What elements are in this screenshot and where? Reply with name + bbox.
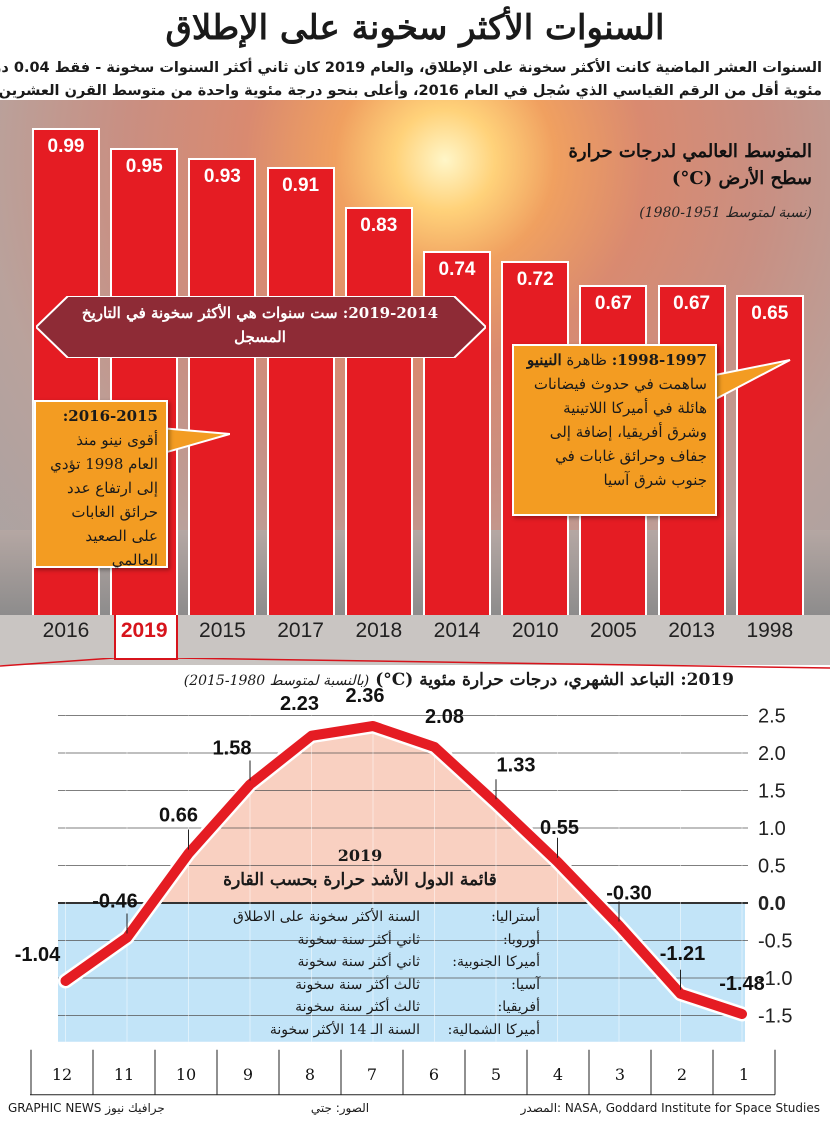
legend-note: (نسبة لمتوسط 1951-1980) xyxy=(639,205,812,221)
y-tick-label: -1.0 xyxy=(758,968,792,990)
bar-value-label: 0.93 xyxy=(203,165,241,187)
brand-credit: GRAPHIC NEWS جرافيك نيوز xyxy=(8,1101,165,1115)
banner-arrow xyxy=(36,296,486,358)
callout-right-mid: ظاهرة xyxy=(561,351,612,369)
subtitle-line-1: السنوات العشر الماضية كانت الأكثر سخونة … xyxy=(0,60,822,76)
series-line xyxy=(60,721,747,1019)
x-tick-label: 8 xyxy=(305,1065,315,1084)
x-tick-label: 6 xyxy=(429,1065,439,1084)
bar-category-label: 2013 xyxy=(668,619,715,642)
bar-category-label: 2014 xyxy=(433,619,481,642)
bar-value-label: 0.67 xyxy=(673,293,711,315)
callout-left: 2016-2015: أقوى نينو منذ العام 1998 تؤدي… xyxy=(34,400,168,569)
bar-category-label: 2016 xyxy=(42,619,90,642)
x-tick-label: 4 xyxy=(553,1065,563,1084)
data-label: 2.36 xyxy=(346,685,385,707)
data-label: -0.46 xyxy=(92,891,138,913)
line-chart-title-text: 2019: التباعد الشهري، درجات حرارة مئوية … xyxy=(375,670,734,690)
bar-category-label: 1998 xyxy=(746,619,794,642)
x-tick-label: 2 xyxy=(677,1065,687,1084)
cool-area xyxy=(58,903,745,1042)
bar-1998 xyxy=(735,295,804,615)
callout-right-title: 1998-1997: xyxy=(611,351,707,369)
bar-value-label: 0.65 xyxy=(751,303,789,325)
data-label: 1.33 xyxy=(497,754,536,776)
bar-category-label: 2019 xyxy=(120,619,168,642)
callout-left-body: أقوى نينو منذ العام 1998 تؤدي إلى ارتفاع… xyxy=(50,431,158,569)
data-label: 2.08 xyxy=(425,706,464,728)
data-label: -1.48 xyxy=(719,973,765,995)
subtitle-line-2: مئوية أقل من الرقم القياسي الذي سُجل في … xyxy=(0,83,822,99)
callout-right: 1998-1997: ظاهرة النينيو ساهمت في حدوث ف… xyxy=(512,344,717,516)
data-label: 1.58 xyxy=(213,738,252,760)
bar-value-label: 0.67 xyxy=(594,293,632,315)
source-credit: المصدر: NASA, Goddard Institute for Spac… xyxy=(520,1101,820,1115)
x-tick-label: 1 xyxy=(739,1065,749,1084)
legend-line-1: المتوسط العالمي لدرجات حرارة xyxy=(568,141,812,162)
x-tick-label: 5 xyxy=(491,1065,501,1084)
bar-category-label: 2010 xyxy=(511,619,559,642)
bar-category-label: 2017 xyxy=(277,619,324,642)
x-tick-label: 9 xyxy=(243,1065,253,1084)
bar-value-label: 0.91 xyxy=(282,175,320,197)
bar-value-label: 0.83 xyxy=(360,214,398,236)
y-tick-label: 0.0 xyxy=(758,893,786,915)
y-tick-label: -1.5 xyxy=(758,1006,792,1028)
data-label: -0.30 xyxy=(606,883,652,905)
bar-category-label: 2005 xyxy=(590,619,637,642)
banner-shape xyxy=(36,296,486,358)
page-title: السنوات الأكثر سخونة على الإطلاق xyxy=(165,8,665,48)
bar-2015 xyxy=(188,157,257,615)
data-label: -1.21 xyxy=(660,943,706,965)
bar-chart-legend: المتوسط العالمي لدرجات حرارة سطح الأرض (… xyxy=(512,138,812,192)
x-tick-label: 11 xyxy=(114,1065,134,1084)
bar-value-label: 0.74 xyxy=(438,258,476,280)
section-connector xyxy=(0,658,830,669)
y-tick-label: 1.5 xyxy=(758,781,786,803)
line-chart-title: 2019: التباعد الشهري، درجات حرارة مئوية … xyxy=(74,670,734,690)
legend-line-2: سطح الأرض (C°) xyxy=(671,168,812,189)
callout-left-pointer-shape xyxy=(160,426,230,456)
x-tick-label: 12 xyxy=(52,1065,72,1084)
data-label: 0.55 xyxy=(540,817,579,839)
banner-text: 2019-2014: ست سنوات هي الأكثر سخونة في ا… xyxy=(81,304,439,346)
x-tick-label: 10 xyxy=(176,1065,196,1084)
y-tick-label: 1.0 xyxy=(758,818,786,840)
bar-value-label: 0.72 xyxy=(516,268,554,290)
bar-2018 xyxy=(344,206,413,615)
y-tick-label: 2.0 xyxy=(758,743,786,765)
x-tick-label: 3 xyxy=(615,1065,625,1084)
bar-2017 xyxy=(266,167,335,615)
connector-line xyxy=(0,658,830,669)
bar-category-label: 2015 xyxy=(199,619,246,642)
bar-category-label: 2018 xyxy=(355,619,403,642)
callout-left-title: 2016-2015: xyxy=(62,407,158,425)
photo-credit: الصور: جتي xyxy=(310,1101,370,1115)
data-label: 0.66 xyxy=(159,805,198,827)
callout-right-body: ساهمت في حدوث فيضانات هائلة في أميركا ال… xyxy=(533,375,707,489)
line-chart-subtitle: (بالنسبة لمتوسط 1980-2015) xyxy=(183,673,370,689)
highlight-year-box xyxy=(114,612,178,660)
y-tick-label: 0.5 xyxy=(758,856,786,878)
callout-left-pointer xyxy=(160,426,230,456)
y-tick-label: -0.5 xyxy=(758,931,792,953)
x-tick-label: 7 xyxy=(367,1065,377,1084)
warm-area xyxy=(65,726,742,903)
line-chart: 2.5 2.0 1.5 1.0 0.5 0.0 -0.5 -1.0 -1.5 -1.48 -1.21… xyxy=(15,685,792,1096)
bar-value-label: 0.95 xyxy=(125,155,163,177)
y-tick-label: 2.5 xyxy=(758,706,786,728)
data-label: -1.04 xyxy=(15,944,61,966)
bar-value-label: 0.99 xyxy=(47,136,85,157)
callout-right-bold: النينيو xyxy=(527,351,562,369)
data-label: 2.23 xyxy=(280,693,319,715)
